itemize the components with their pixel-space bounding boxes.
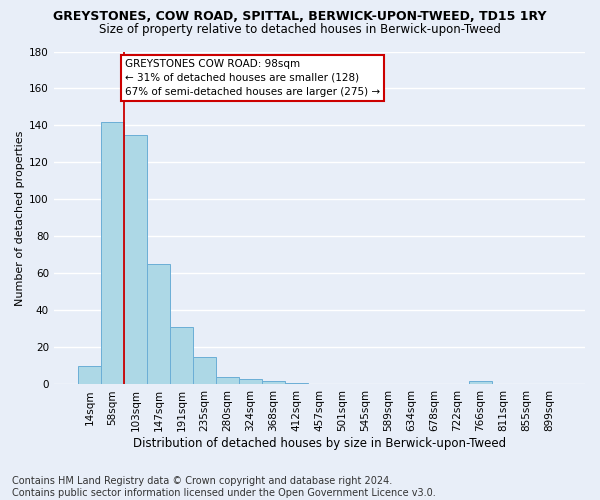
Bar: [469, 381, 492, 384]
Bar: [170, 327, 193, 384]
Bar: [124, 134, 147, 384]
Bar: [78, 366, 101, 384]
Bar: [147, 264, 170, 384]
Bar: [193, 356, 216, 384]
Text: GREYSTONES COW ROAD: 98sqm
← 31% of detached houses are smaller (128)
67% of sem: GREYSTONES COW ROAD: 98sqm ← 31% of deta…: [125, 59, 380, 97]
Bar: [239, 379, 262, 384]
Text: GREYSTONES, COW ROAD, SPITTAL, BERWICK-UPON-TWEED, TD15 1RY: GREYSTONES, COW ROAD, SPITTAL, BERWICK-U…: [53, 10, 547, 23]
Text: Size of property relative to detached houses in Berwick-upon-Tweed: Size of property relative to detached ho…: [99, 22, 501, 36]
Bar: [216, 377, 239, 384]
Y-axis label: Number of detached properties: Number of detached properties: [15, 130, 25, 306]
Text: Contains HM Land Registry data © Crown copyright and database right 2024.
Contai: Contains HM Land Registry data © Crown c…: [12, 476, 436, 498]
Bar: [262, 381, 285, 384]
Bar: [101, 122, 124, 384]
X-axis label: Distribution of detached houses by size in Berwick-upon-Tweed: Distribution of detached houses by size …: [133, 437, 506, 450]
Bar: [285, 382, 308, 384]
